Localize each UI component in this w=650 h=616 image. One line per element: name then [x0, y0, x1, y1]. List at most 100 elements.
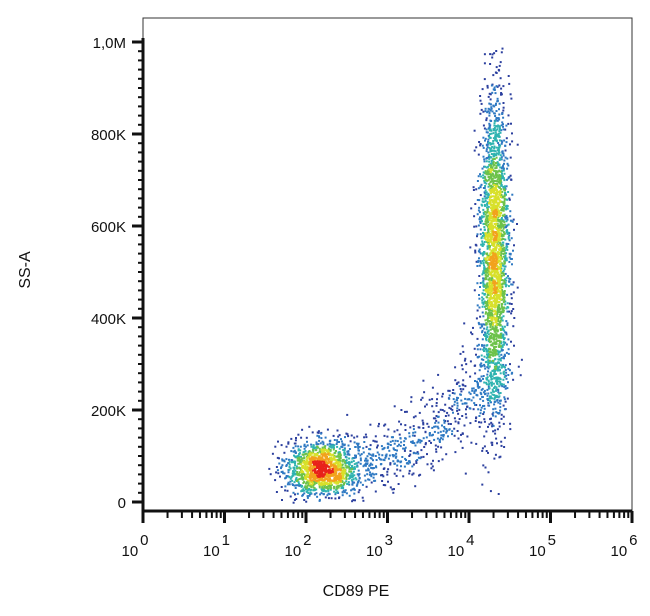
event-dot — [495, 388, 498, 391]
event-dot — [313, 460, 316, 463]
event-dot — [510, 312, 513, 315]
event-dot — [493, 86, 496, 89]
event-dot — [483, 407, 486, 410]
event-dot — [494, 135, 497, 138]
event-dot — [490, 156, 493, 159]
event-dot — [357, 474, 360, 477]
event-dot — [508, 82, 511, 85]
event-dot — [367, 467, 370, 470]
event-dot — [495, 162, 498, 165]
event-dot — [307, 460, 309, 463]
event-dot — [422, 427, 425, 429]
event-dot — [475, 442, 478, 445]
event-dot — [493, 238, 496, 240]
event-dot — [322, 450, 325, 453]
event-dot — [411, 440, 414, 443]
event-dot — [309, 493, 311, 496]
event-dot — [296, 471, 299, 473]
event-dot — [328, 493, 331, 496]
event-dot — [506, 216, 509, 219]
event-dot — [479, 404, 481, 407]
event-dot — [297, 484, 300, 487]
event-dot — [495, 288, 498, 291]
event-dot — [504, 226, 507, 229]
event-dot — [495, 249, 498, 252]
event-dot — [385, 455, 388, 458]
event-dot — [482, 279, 485, 282]
event-dot — [494, 269, 496, 272]
event-dot — [308, 462, 311, 465]
event-dot — [301, 470, 304, 472]
event-dot — [491, 317, 494, 319]
event-dot — [492, 142, 494, 145]
event-dot — [502, 231, 505, 234]
event-dot — [500, 92, 503, 94]
event-dot — [441, 458, 444, 461]
event-dot — [482, 399, 485, 402]
event-dot — [488, 302, 491, 305]
event-dot — [491, 211, 494, 214]
event-dot — [306, 479, 309, 482]
event-dot — [507, 348, 510, 351]
event-dot — [505, 141, 508, 144]
event-dot — [305, 436, 308, 439]
event-dot — [488, 365, 491, 368]
event-dot — [288, 465, 291, 468]
event-dot — [490, 164, 493, 167]
event-dot — [417, 452, 420, 455]
event-dot — [378, 456, 381, 459]
event-dot — [506, 322, 509, 325]
event-dot — [512, 325, 515, 328]
event-dot — [501, 319, 504, 322]
event-dot — [506, 310, 509, 313]
event-dot — [484, 185, 487, 187]
event-dot — [339, 464, 342, 466]
event-dot — [326, 478, 329, 481]
event-dot — [490, 309, 492, 312]
event-dot — [280, 465, 283, 468]
event-dot — [452, 389, 455, 391]
event-dot — [492, 233, 495, 236]
event-dot — [342, 466, 345, 469]
event-dot — [319, 482, 322, 485]
event-dot — [495, 342, 498, 345]
event-dot — [441, 392, 444, 395]
event-dot — [505, 252, 508, 255]
event-dot — [489, 282, 492, 285]
event-dot — [390, 436, 393, 439]
event-dot — [489, 397, 492, 400]
event-dot — [458, 385, 461, 388]
event-dot — [313, 447, 316, 450]
event-dot — [501, 113, 504, 115]
event-dot — [475, 317, 478, 320]
event-dot — [482, 215, 485, 218]
event-dot — [490, 288, 492, 291]
event-dot — [493, 333, 495, 336]
event-dot — [339, 454, 342, 457]
event-dot — [479, 95, 482, 97]
event-dot — [486, 237, 489, 240]
event-dot — [395, 452, 398, 455]
event-dot — [277, 440, 279, 443]
event-dot — [348, 461, 351, 464]
event-dot — [494, 415, 497, 418]
event-dot — [482, 110, 485, 113]
event-dot — [497, 284, 500, 286]
event-dot — [492, 373, 495, 376]
event-dot — [480, 358, 483, 361]
event-dot — [494, 223, 497, 226]
event-dot — [488, 350, 491, 353]
event-dot — [492, 361, 495, 364]
event-dot — [485, 160, 488, 163]
event-dot — [303, 443, 306, 446]
event-dot — [520, 358, 523, 361]
event-dot — [498, 425, 501, 428]
event-dot — [495, 174, 498, 176]
event-dot — [440, 437, 443, 440]
event-dot — [361, 483, 364, 486]
event-dot — [417, 438, 420, 441]
event-dot — [483, 420, 486, 423]
event-dot — [453, 400, 456, 403]
event-dot — [494, 192, 497, 195]
event-dot — [323, 486, 326, 489]
